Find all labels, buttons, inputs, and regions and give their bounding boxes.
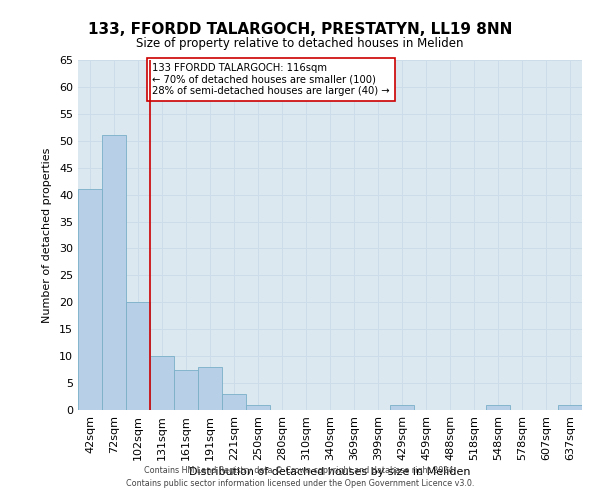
Bar (390, 404, 414, 410)
Text: Size of property relative to detached houses in Meliden: Size of property relative to detached ho… (136, 38, 464, 51)
Bar (558, 404, 582, 410)
Bar (198, 367, 222, 410)
Bar (222, 394, 246, 410)
Bar (150, 356, 174, 410)
Bar (78, 189, 102, 410)
Bar (246, 404, 270, 410)
Bar (174, 370, 198, 410)
Bar (486, 404, 510, 410)
Text: Contains HM Land Registry data © Crown copyright and database right 2024.
Contai: Contains HM Land Registry data © Crown c… (126, 466, 474, 487)
Text: 133 FFORDD TALARGOCH: 116sqm
← 70% of detached houses are smaller (100)
28% of s: 133 FFORDD TALARGOCH: 116sqm ← 70% of de… (152, 62, 390, 96)
Y-axis label: Number of detached properties: Number of detached properties (42, 148, 52, 322)
Bar (126, 302, 150, 410)
X-axis label: Distribution of detached houses by size in Meliden: Distribution of detached houses by size … (189, 467, 471, 477)
Bar (102, 136, 126, 410)
Text: 133, FFORDD TALARGOCH, PRESTATYN, LL19 8NN: 133, FFORDD TALARGOCH, PRESTATYN, LL19 8… (88, 22, 512, 38)
